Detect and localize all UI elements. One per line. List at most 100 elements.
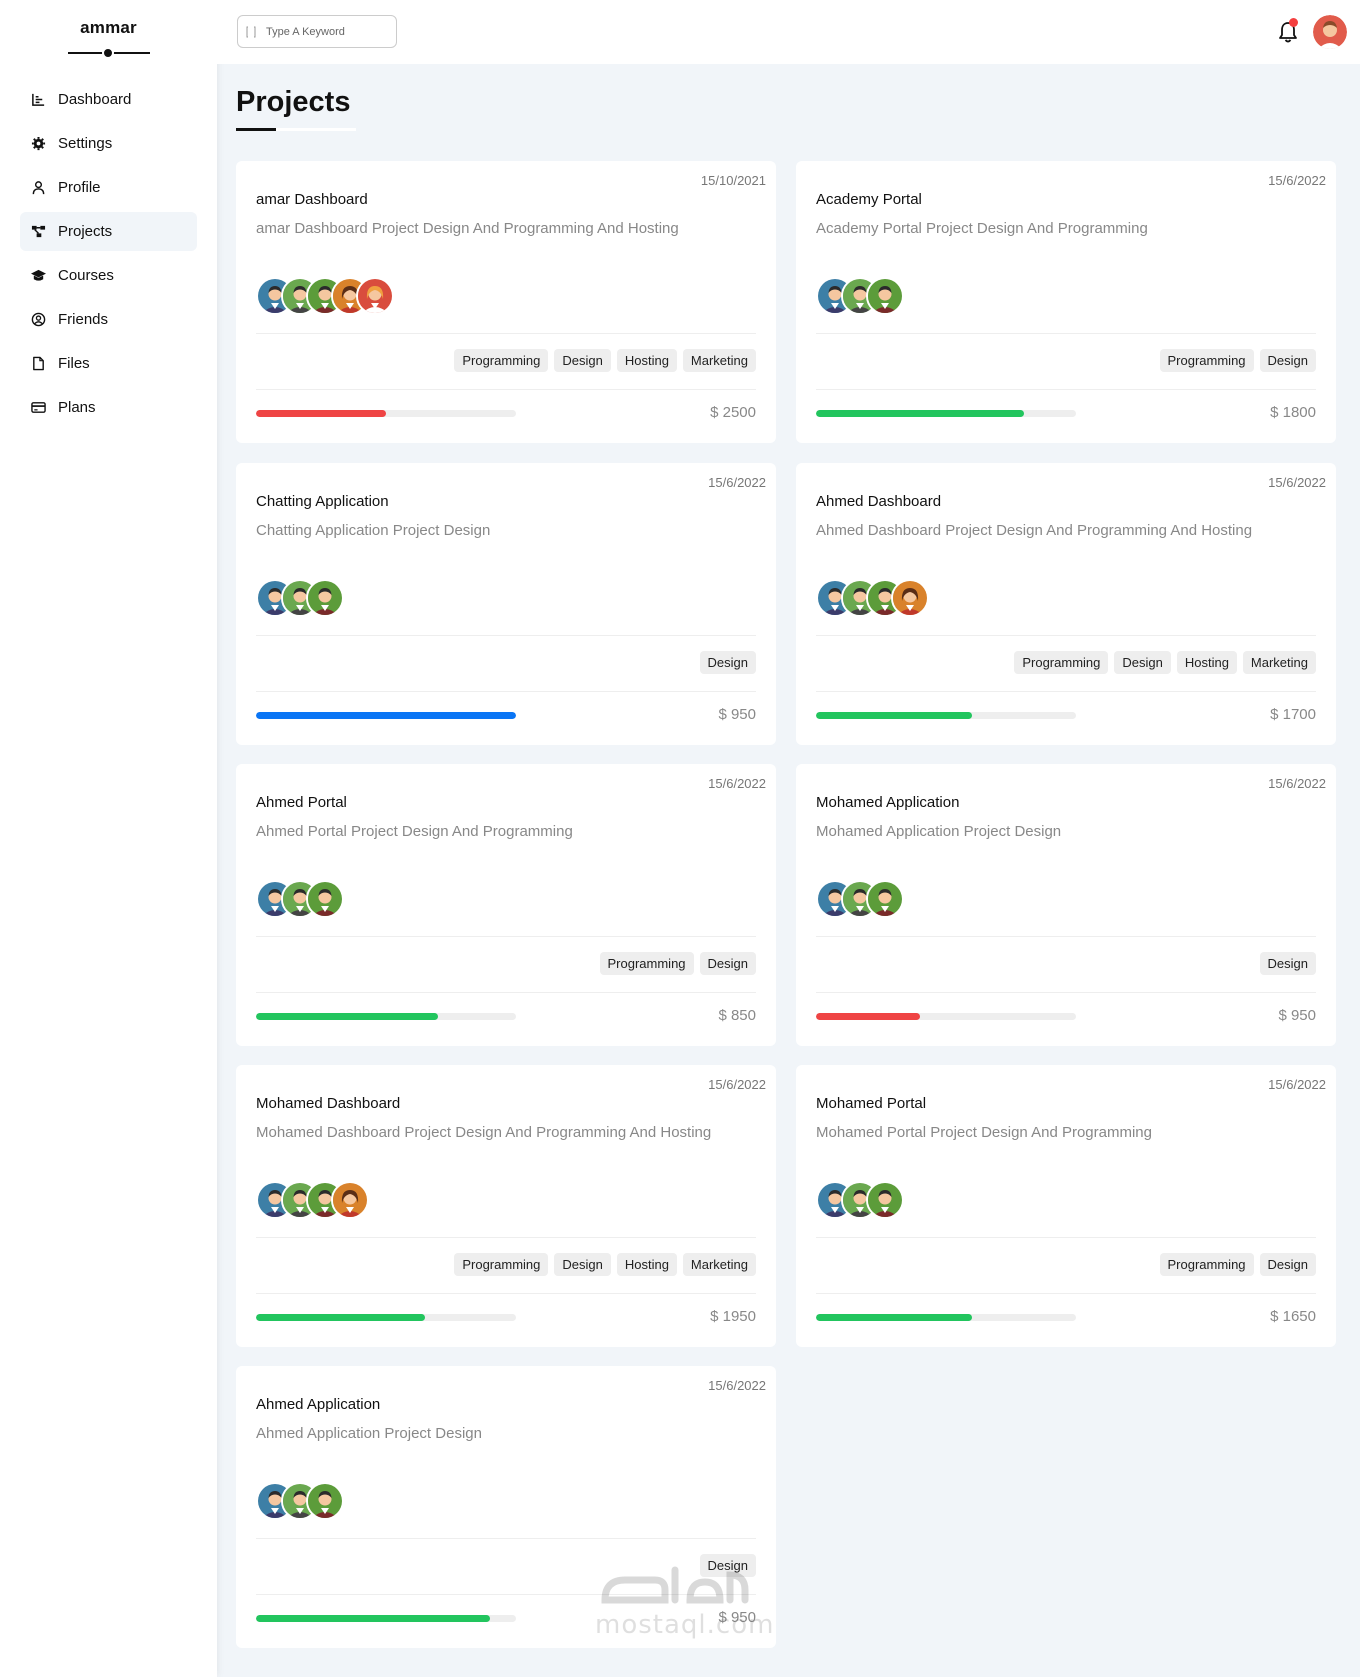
sidebar-item-friends[interactable]: Friends: [20, 300, 197, 339]
sidebar-item-plans[interactable]: Plans: [20, 388, 197, 427]
project-date: 15/6/2022: [1268, 776, 1326, 791]
tag-design[interactable]: Design: [554, 1253, 611, 1276]
sidebar-item-label: Courses: [58, 267, 114, 284]
sidebar-item-courses[interactable]: Courses: [20, 256, 197, 295]
sidebar-item-label: Dashboard: [58, 91, 132, 108]
chart-icon: [30, 92, 46, 108]
project-card[interactable]: 15/6/2022 Academy Portal Academy Portal Pr…: [796, 161, 1336, 443]
project-description: Ahmed Portal Project Design And Programm…: [256, 823, 573, 840]
page-title: Projects: [236, 86, 351, 118]
sidebar-item-settings[interactable]: Settings: [20, 124, 197, 163]
card-divider: [816, 691, 1316, 692]
card-divider: [256, 333, 756, 334]
team-member-avatar[interactable]: [331, 1181, 369, 1219]
project-name: Ahmed Dashboard: [816, 493, 942, 510]
tag-programming[interactable]: Programming: [599, 952, 694, 975]
search-box[interactable]: [237, 15, 397, 48]
project-name: Ahmed Application: [256, 1396, 381, 1413]
project-card[interactable]: 15/6/2022 Ahmed Application Ahmed Applicat…: [236, 1366, 776, 1648]
card-divider: [816, 333, 1316, 334]
progress-bar: [816, 1013, 1076, 1020]
project-date: 15/6/2022: [708, 1077, 766, 1092]
tag-design[interactable]: Design: [699, 651, 756, 674]
progress-bar: [816, 410, 1076, 417]
project-card[interactable]: 15/10/2021 amar Dashboard amar Dashboard P…: [236, 161, 776, 443]
tag-marketing[interactable]: Marketing: [682, 349, 756, 372]
progress-bar: [256, 410, 516, 417]
tag-hosting[interactable]: Hosting: [616, 349, 677, 372]
project-date: 15/6/2022: [708, 1378, 766, 1393]
tag-marketing[interactable]: Marketing: [1242, 651, 1316, 674]
tag-design[interactable]: Design: [1259, 952, 1316, 975]
notification-bell[interactable]: [1277, 18, 1299, 44]
progress-bar: [256, 1615, 516, 1622]
project-tags: Design: [699, 651, 756, 674]
card-divider: [816, 1293, 1316, 1294]
tag-marketing[interactable]: Marketing: [682, 1253, 756, 1276]
project-card[interactable]: 15/6/2022 Mohamed Dashboard Mohamed Dashbo…: [236, 1065, 776, 1347]
graduation-cap-icon: [30, 268, 46, 284]
card-divider: [816, 389, 1316, 390]
tag-design[interactable]: Design: [554, 349, 611, 372]
tag-design[interactable]: Design: [1259, 1253, 1316, 1276]
tag-programming[interactable]: Programming: [1159, 349, 1254, 372]
file-icon: [30, 356, 46, 372]
brand-dot: [101, 47, 114, 59]
project-description: Chatting Application Project Design: [256, 522, 491, 539]
project-name: Mohamed Dashboard: [256, 1095, 401, 1112]
tag-design[interactable]: Design: [1259, 349, 1316, 372]
team-avatars: [256, 1181, 369, 1219]
diagram-icon: [30, 224, 46, 240]
project-card[interactable]: 15/6/2022 Ahmed Portal Ahmed Portal Projec…: [236, 764, 776, 1046]
sidebar-item-profile[interactable]: Profile: [20, 168, 197, 207]
project-tags: Programming Design: [599, 952, 756, 975]
tag-programming[interactable]: Programming: [454, 349, 549, 372]
project-card[interactable]: 15/6/2022 Mohamed Portal Mohamed Portal Pr…: [796, 1065, 1336, 1347]
team-member-avatar[interactable]: [256, 277, 294, 315]
sidebar-item-dashboard[interactable]: Dashboard: [20, 80, 197, 119]
tag-design[interactable]: Design: [1114, 651, 1171, 674]
team-member-avatar[interactable]: [306, 880, 344, 918]
team-member-avatar[interactable]: [356, 277, 394, 315]
sidebar-item-label: Settings: [58, 135, 113, 152]
card-divider: [256, 1237, 756, 1238]
tag-hosting[interactable]: Hosting: [616, 1253, 677, 1276]
team-avatars: [256, 880, 344, 918]
project-description: amar Dashboard Project Design And Progra…: [256, 220, 679, 237]
user-avatar[interactable]: [1313, 15, 1347, 49]
user-icon: [30, 180, 46, 196]
tag-programming[interactable]: Programming: [1159, 1253, 1254, 1276]
brand-divider: [67, 46, 150, 60]
tag-programming[interactable]: Programming: [1014, 651, 1109, 674]
project-description: Mohamed Portal Project Design And Progra…: [816, 1124, 1152, 1141]
tag-design[interactable]: Design: [699, 952, 756, 975]
tag-hosting[interactable]: Hosting: [1176, 651, 1237, 674]
search-input[interactable]: [266, 25, 386, 38]
project-card[interactable]: 15/6/2022 Ahmed Dashboard Ahmed Dashboard …: [796, 463, 1336, 745]
team-member-avatar[interactable]: [866, 880, 904, 918]
project-price: $ 1950: [710, 1308, 756, 1325]
project-description: Ahmed Application Project Design: [256, 1425, 482, 1442]
progress-fill: [816, 712, 972, 719]
team-member-avatar[interactable]: [866, 277, 904, 315]
sidebar-item-projects[interactable]: Projects: [20, 212, 197, 251]
user-circle-icon: [30, 312, 46, 328]
team-member-avatar[interactable]: [306, 579, 344, 617]
sidebar-item-files[interactable]: Files: [20, 344, 197, 383]
project-card[interactable]: 15/6/2022 Chatting Application Chatting Ap…: [236, 463, 776, 745]
title-underline-accent: [236, 128, 276, 131]
team-member-avatar[interactable]: [866, 1181, 904, 1219]
project-card[interactable]: 15/6/2022 Mohamed Application Mohamed Appl…: [796, 764, 1336, 1046]
project-name: Chatting Application: [256, 493, 389, 510]
card-divider: [816, 635, 1316, 636]
team-member-avatar[interactable]: [306, 1482, 344, 1520]
card-divider: [256, 389, 756, 390]
team-member-avatar[interactable]: [891, 579, 929, 617]
project-description: Ahmed Dashboard Project Design And Progr…: [816, 522, 1253, 539]
top-header: [217, 0, 1360, 64]
tag-programming[interactable]: Programming: [454, 1253, 549, 1276]
tag-design[interactable]: Design: [699, 1554, 756, 1577]
progress-bar: [816, 1314, 1076, 1321]
sidebar-item-label: Plans: [58, 399, 96, 416]
progress-fill: [256, 1013, 438, 1020]
